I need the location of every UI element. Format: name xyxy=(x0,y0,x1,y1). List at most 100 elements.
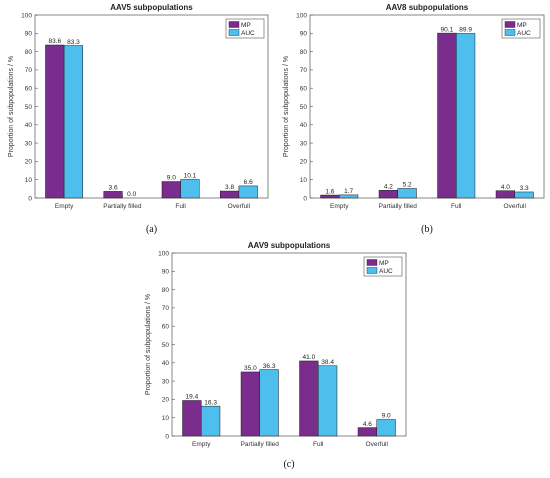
x-tick-label: Empty xyxy=(330,203,349,210)
legend-label-auc: AUC xyxy=(517,30,531,37)
data-label: 89.9 xyxy=(459,27,472,34)
data-label: 83.3 xyxy=(67,39,80,46)
data-label: 4.0 xyxy=(501,184,510,191)
chart-title: AAV9 subpopulations xyxy=(248,241,331,250)
bar-auc-full xyxy=(456,33,476,199)
legend-label-mp: MP xyxy=(517,22,527,29)
y-tick-label: 50 xyxy=(25,104,33,111)
legend-swatch-mp xyxy=(504,21,516,28)
data-label: 6.6 xyxy=(244,179,253,186)
x-tick-label: Full xyxy=(175,203,186,210)
y-axis-label: Proportion of subpopulations / % xyxy=(283,56,290,157)
y-tick-label: 30 xyxy=(25,140,33,147)
y-tick-label: 30 xyxy=(300,140,308,147)
data-label: 4.6 xyxy=(363,421,372,428)
legend-swatch-auc xyxy=(366,267,378,274)
bar-mp-full xyxy=(161,181,181,199)
chart-2: AAV8 subpopulations 0 10 20 30 40 50 60 70 80 90 10… xyxy=(283,3,545,235)
bar-mp-partially-filled xyxy=(103,191,123,199)
data-label: 3.6 xyxy=(109,185,118,192)
data-label: 19.4 xyxy=(186,394,199,401)
y-tick-label: 20 xyxy=(25,159,33,166)
data-label: 16.3 xyxy=(204,399,217,406)
data-label: 36.3 xyxy=(263,363,276,370)
y-tick-label: 60 xyxy=(162,324,170,331)
data-label: 1.7 xyxy=(344,188,353,195)
y-tick-label: 50 xyxy=(300,104,308,111)
x-tick-label: Full xyxy=(451,203,462,210)
y-tick-label: 10 xyxy=(162,415,170,422)
chart-3: AAV9 subpopulations 0 10 20 30 40 50 60 70 80 90 10… xyxy=(145,241,407,470)
bar-auc-full xyxy=(180,179,200,199)
bar-auc-overfull xyxy=(376,419,396,437)
legend-label-mp: MP xyxy=(241,22,251,29)
y-tick-label: 90 xyxy=(162,269,170,276)
panel-label: (b) xyxy=(421,224,433,235)
y-tick-label: 60 xyxy=(300,86,308,93)
x-tick-label: Overfull xyxy=(228,203,251,210)
legend-swatch-mp xyxy=(366,259,378,266)
y-tick-label: 40 xyxy=(25,122,33,129)
data-label: 1.6 xyxy=(325,188,334,195)
y-tick-label: 20 xyxy=(300,159,308,166)
data-label: 90.1 xyxy=(441,26,454,33)
y-tick-label: 0 xyxy=(303,195,307,202)
bar-mp-empty xyxy=(182,400,202,437)
y-tick-label: 100 xyxy=(21,12,32,19)
data-label: 38.4 xyxy=(321,359,334,366)
bar-mp-empty xyxy=(45,44,65,199)
data-label: 3.3 xyxy=(520,185,529,192)
panel-label: (c) xyxy=(283,459,294,470)
bar-mp-overfull xyxy=(357,427,377,437)
y-tick-label: 50 xyxy=(162,342,170,349)
data-label: 4.2 xyxy=(384,184,393,191)
y-tick-label: 70 xyxy=(162,305,170,312)
y-tick-label: 100 xyxy=(296,12,307,19)
chart-1: AAV5 subpopulations 0 10 20 30 40 50 60 70 80 90 10… xyxy=(8,3,269,235)
y-axis-label: Proportion of subpopulations / % xyxy=(8,56,15,157)
data-label: 41.0 xyxy=(303,354,316,361)
legend-swatch-mp xyxy=(228,21,240,28)
y-tick-label: 90 xyxy=(25,31,33,38)
bar-mp-full xyxy=(299,360,319,437)
bar-auc-empty xyxy=(63,45,84,199)
plot-area xyxy=(171,252,407,437)
y-tick-label: 80 xyxy=(25,49,33,56)
plot-area xyxy=(309,14,545,199)
y-tick-label: 90 xyxy=(300,31,308,38)
chart-title: AAV5 subpopulations xyxy=(110,3,193,12)
bar-mp-partially-filled xyxy=(240,371,260,437)
chart-title: AAV8 subpopulations xyxy=(386,3,469,12)
data-label: 9.0 xyxy=(382,413,391,420)
legend-swatch-auc xyxy=(504,29,516,36)
legend-label-mp: MP xyxy=(379,260,389,267)
legend-swatch-auc xyxy=(228,29,240,36)
legend-label-auc: AUC xyxy=(241,30,255,37)
bar-auc-empty xyxy=(201,405,221,437)
x-tick-label: Partially filled xyxy=(241,441,280,448)
bar-auc-partially-filled xyxy=(259,369,279,437)
x-tick-label: Partially filled xyxy=(103,203,142,210)
x-tick-label: Overfull xyxy=(366,441,389,448)
y-tick-label: 10 xyxy=(300,177,308,184)
y-tick-label: 10 xyxy=(25,177,33,184)
data-label: 5.2 xyxy=(403,182,412,189)
x-tick-label: Full xyxy=(313,441,324,448)
y-tick-label: 70 xyxy=(300,67,308,74)
legend-label-auc: AUC xyxy=(379,268,393,275)
y-tick-label: 20 xyxy=(162,397,170,404)
y-tick-label: 80 xyxy=(162,287,170,294)
data-label: 83.6 xyxy=(48,38,61,45)
y-tick-label: 0 xyxy=(165,433,169,440)
y-tick-label: 30 xyxy=(162,378,170,385)
bar-auc-overfull xyxy=(514,191,534,199)
bar-mp-overfull xyxy=(219,190,240,199)
bar-auc-empty xyxy=(339,194,359,199)
y-tick-label: 40 xyxy=(300,122,308,129)
bar-auc-full xyxy=(318,365,338,437)
y-tick-label: 70 xyxy=(25,67,33,74)
bar-mp-partially-filled xyxy=(378,190,398,199)
